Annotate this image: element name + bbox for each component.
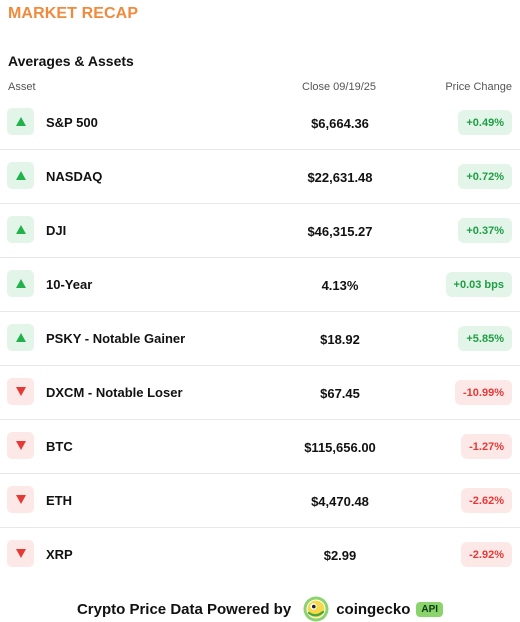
asset-name: DXCM - Notable Loser bbox=[46, 385, 183, 400]
arrow-up-icon bbox=[7, 162, 34, 189]
table-row: PSKY - Notable Gainer $18.92 +5.85% bbox=[0, 312, 520, 366]
asset-name: BTC bbox=[46, 439, 73, 454]
close-value: 4.13% bbox=[321, 278, 359, 293]
close-value: $2.99 bbox=[323, 548, 357, 563]
table-row: ETH $4,470.48 -2.62% bbox=[0, 474, 520, 528]
close-value: $115,656.00 bbox=[304, 440, 376, 455]
arrow-down-icon bbox=[7, 540, 34, 567]
table-row: 10-Year 4.13% +0.03 bps bbox=[0, 258, 520, 312]
section-title: Averages & Assets bbox=[8, 53, 134, 69]
table-row: DJI $46,315.27 +0.37% bbox=[0, 204, 520, 258]
arrow-up-icon bbox=[7, 324, 34, 351]
powered-by-text: Crypto Price Data Powered by bbox=[76, 600, 292, 618]
column-header-asset: Asset bbox=[8, 81, 36, 93]
price-change-badge: +0.03 bps bbox=[445, 272, 512, 297]
price-change-badge: -2.92% bbox=[461, 542, 512, 567]
table-row: S&P 500 $6,664.36 +0.49% bbox=[0, 96, 520, 150]
arrow-down-icon bbox=[7, 378, 34, 405]
price-change-badge: -10.99% bbox=[455, 380, 512, 405]
close-value: $4,470.48 bbox=[311, 494, 369, 509]
asset-name: ETH bbox=[46, 493, 72, 508]
column-header-change: Price Change bbox=[445, 81, 512, 93]
close-value: $46,315.27 bbox=[307, 224, 373, 239]
close-value: $22,631.48 bbox=[307, 170, 373, 185]
table-row: NASDAQ $22,631.48 +0.72% bbox=[0, 150, 520, 204]
asset-table: S&P 500 $6,664.36 +0.49% NASDAQ $22,631.… bbox=[0, 96, 520, 582]
price-change-badge: -2.62% bbox=[461, 488, 512, 513]
api-badge: API bbox=[416, 601, 444, 617]
footer: Crypto Price Data Powered by coingecko A… bbox=[0, 594, 520, 622]
price-change-badge: +0.49% bbox=[458, 110, 512, 135]
asset-name: PSKY - Notable Gainer bbox=[46, 331, 186, 346]
asset-name: S&P 500 bbox=[46, 115, 98, 130]
price-change-badge: +0.37% bbox=[458, 218, 512, 243]
arrow-down-icon bbox=[7, 486, 34, 513]
close-value: $18.92 bbox=[320, 332, 360, 347]
page-title: MARKET RECAP bbox=[8, 5, 139, 22]
coingecko-brand: coingecko bbox=[336, 600, 411, 618]
arrow-down-icon bbox=[7, 432, 34, 459]
asset-name: NASDAQ bbox=[46, 169, 103, 184]
asset-name: DJI bbox=[46, 223, 67, 238]
arrow-up-icon bbox=[7, 270, 34, 297]
table-row: XRP $2.99 -2.92% bbox=[0, 528, 520, 582]
table-row: DXCM - Notable Loser $67.45 -10.99% bbox=[0, 366, 520, 420]
close-value: $67.45 bbox=[320, 386, 360, 401]
arrow-up-icon bbox=[7, 108, 34, 135]
arrow-up-icon bbox=[7, 216, 34, 243]
gecko-logo-icon bbox=[303, 596, 329, 622]
table-row: BTC $115,656.00 -1.27% bbox=[0, 420, 520, 474]
asset-name: 10-Year bbox=[46, 277, 93, 292]
column-header-close: Close 09/19/25 bbox=[302, 81, 376, 93]
asset-name: XRP bbox=[46, 547, 73, 562]
price-change-badge: -1.27% bbox=[461, 434, 512, 459]
close-value: $6,664.36 bbox=[311, 116, 369, 131]
price-change-badge: +5.85% bbox=[458, 326, 512, 351]
price-change-badge: +0.72% bbox=[458, 164, 512, 189]
